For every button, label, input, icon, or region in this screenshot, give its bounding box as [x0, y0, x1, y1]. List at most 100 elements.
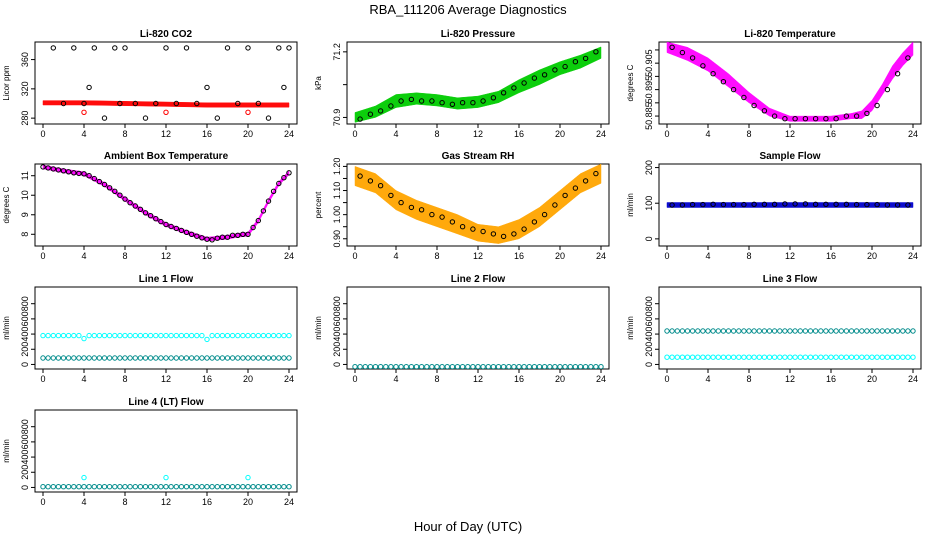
y-tick-label: 800 [20, 419, 30, 434]
point-temperature-points [894, 71, 901, 77]
point-line-3-upper [664, 328, 670, 334]
point-line-1-upper [91, 332, 98, 339]
point-pressure-points [572, 59, 579, 65]
point-line-3-upper [751, 328, 757, 334]
x-tick-label: 16 [826, 129, 836, 139]
x-tick-label: 24 [596, 251, 606, 261]
point-box-temperature-points [204, 236, 210, 242]
point-line-4-flow [76, 484, 82, 490]
point-line-1-upper [132, 332, 139, 339]
point-pressure-points [449, 101, 456, 108]
point-line-4-flow [127, 484, 133, 490]
point-li-820-co2-points [60, 100, 67, 107]
point-li-820-co2-points [224, 45, 231, 51]
point-sample-flow-points [853, 201, 860, 208]
point-line-3-lower [689, 354, 696, 360]
point-rh-points [408, 204, 415, 211]
point-line-1-lower [137, 355, 144, 361]
x-tick-label: 16 [514, 129, 524, 139]
point-line-1-upper [96, 332, 103, 339]
figure-title: RBA_111206 Average Diagnostics [369, 2, 567, 17]
y-tick-label: 200 [644, 160, 654, 175]
x-tick-label: 24 [908, 374, 918, 384]
point-line-4-flow [250, 484, 256, 490]
point-line-3-lower [705, 354, 711, 360]
point-sample-flow-points [802, 201, 809, 207]
x-tick-label: 16 [202, 497, 212, 507]
x-tick-label: 8 [434, 129, 439, 139]
point-line-1-upper [265, 332, 272, 339]
point-rh-points [439, 214, 445, 220]
point-box-temperature-points [60, 168, 67, 174]
point-line-2-flow [444, 364, 450, 369]
point-pressure-points [398, 98, 404, 104]
x-tick-label: 0 [40, 251, 45, 261]
y-tick-label: 8 [20, 232, 30, 237]
point-sample-flow-points [679, 202, 686, 208]
point-pressure-points [521, 80, 527, 86]
point-line-3-upper [777, 328, 783, 334]
point-line-4-flow [224, 484, 231, 490]
point-line-3-lower [843, 354, 850, 360]
point-box-temperature-points [101, 181, 108, 188]
point-line-4-flow [65, 484, 72, 490]
point-li-820-co2-points [117, 100, 123, 107]
x-tick-label: 0 [40, 129, 45, 139]
point-sample-flow-points [894, 202, 901, 208]
point-line-3-upper [869, 328, 875, 334]
point-li-820-co2-points [276, 45, 282, 51]
point-line-3-upper [859, 328, 865, 334]
point-line-3-upper [689, 328, 696, 334]
point-li-820-co2-points [50, 45, 56, 51]
point-pressure-points [470, 100, 476, 106]
plot-area [354, 164, 602, 244]
point-box-temperature-points [209, 237, 215, 243]
point-line-1-upper [55, 332, 62, 339]
point-box-temperature-points [173, 225, 180, 232]
y-tick-label: 600 [644, 311, 654, 326]
point-line-1-lower [142, 355, 149, 361]
point-sample-flow-points [751, 201, 757, 208]
point-li-820-co2-points [71, 45, 77, 51]
y-tick-label: 1.20 [332, 158, 342, 176]
band-temperature-band [666, 42, 914, 122]
point-rh-points [521, 226, 527, 232]
x-tick-label: 12 [473, 129, 483, 139]
point-line-1-upper [60, 332, 67, 339]
point-line-3-upper [700, 328, 706, 334]
x-tick-label: 12 [785, 251, 795, 261]
point-li-820-co2-outliers [81, 109, 87, 116]
point-line-1-lower [117, 355, 123, 361]
x-tick-label: 0 [664, 374, 669, 384]
point-line-4-flow [235, 484, 241, 490]
point-line-1-lower [286, 355, 292, 361]
point-line-1-upper [204, 336, 210, 343]
panel-title: Gas Stream RH [442, 151, 515, 162]
point-pressure-points [480, 98, 486, 104]
y-tick-label: 400 [644, 327, 654, 342]
point-line-4-flow [286, 484, 292, 490]
point-box-temperature-points [255, 217, 261, 224]
point-line-3-upper [684, 328, 691, 334]
panel-title: Li-820 Temperature [744, 29, 836, 40]
x-tick-label: 24 [908, 251, 918, 261]
point-box-temperature-points [224, 234, 231, 240]
point-temperature-points [864, 110, 870, 117]
point-line-2-flow [577, 364, 584, 369]
x-tick-label: 16 [826, 251, 836, 261]
point-line-3-upper [746, 328, 752, 334]
point-line-3-lower [761, 354, 768, 360]
point-temperature-points [730, 86, 737, 93]
point-li-820-co2-points [101, 115, 108, 121]
point-box-temperature-points [71, 170, 77, 176]
panel-ambient-box-temperature: Ambient Box Temperature 0 4 8 12 16 20 24 8 9 10 11… [2, 151, 298, 261]
point-line-3-lower [730, 354, 737, 360]
point-line-2-flow [383, 364, 389, 369]
point-line-3-lower [802, 354, 809, 360]
point-line-1-lower [101, 355, 108, 361]
point-line-4-flow [50, 484, 56, 490]
point-li-820-co2-points [204, 84, 210, 91]
point-li-820-co2-points [255, 100, 261, 107]
point-line-4-flow [194, 484, 200, 490]
